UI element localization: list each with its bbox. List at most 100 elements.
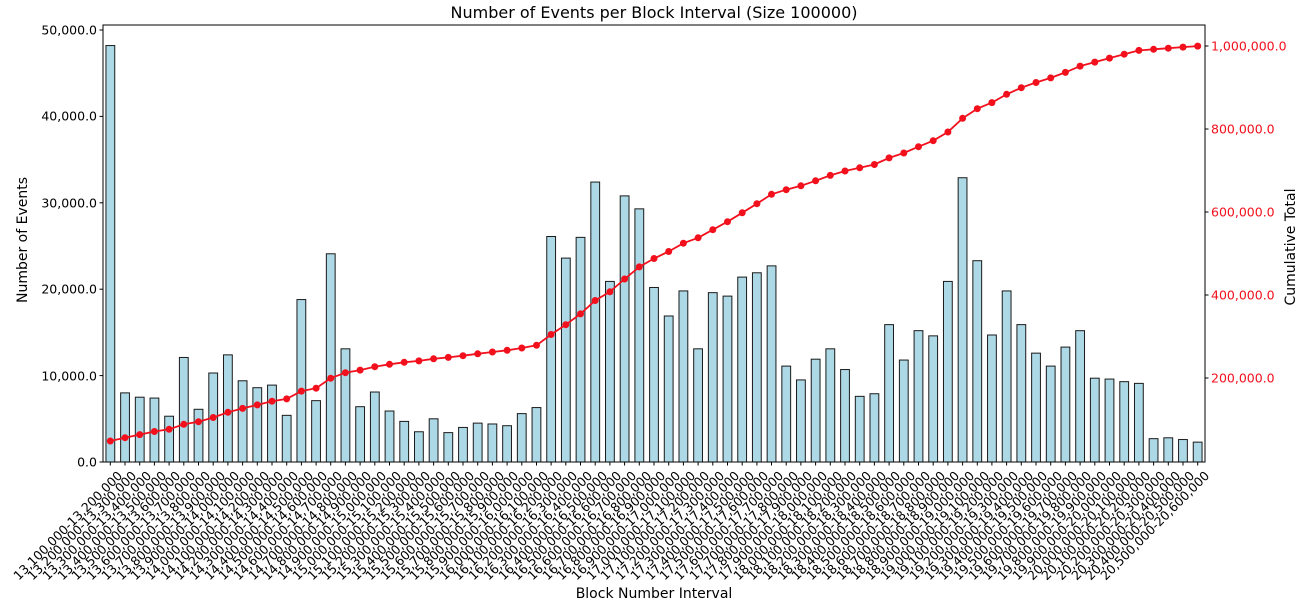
line-marker [106,437,114,445]
y-tick-label-left: 0.0 [77,454,97,470]
bar [193,408,204,463]
line-marker [768,190,775,198]
line-marker [1061,68,1069,76]
line-marker [841,167,849,175]
bar [751,272,762,463]
bar [311,400,321,463]
line-marker [474,350,482,358]
bar [854,395,865,463]
bar [678,290,689,463]
bar [546,236,557,463]
bar [605,280,615,463]
line-marker [973,105,981,113]
bar [884,324,894,463]
bar [634,208,645,463]
y-tick-label-right: 200,000.0 [1211,370,1275,386]
line-marker [1003,90,1011,98]
bar [1178,439,1188,463]
line-marker [239,404,247,412]
line-marker [253,401,261,409]
y-tick-label-left: 10,000.0 [41,368,97,384]
line-marker [195,418,202,426]
line-marker [430,355,438,363]
bar [663,315,674,463]
bar [796,379,806,463]
line-marker [400,358,408,366]
bar [1192,441,1203,463]
bar [531,407,542,463]
bar [560,257,571,463]
line-marker [224,408,232,416]
line-marker [621,275,629,283]
line-marker [1194,42,1202,50]
y-tick-label-right: 800,000.0 [1211,121,1275,137]
bar [722,295,733,463]
bar [443,432,454,463]
line-marker [547,331,555,338]
bar [810,358,821,463]
bar [1148,438,1159,463]
line-marker [959,114,967,122]
bar [105,45,116,463]
bar [1104,378,1115,463]
line-marker [738,209,746,217]
bar [737,276,748,463]
bar [766,265,777,463]
bar [502,425,512,463]
line-marker [606,288,614,296]
line-marker [136,431,144,439]
line-marker [297,387,305,395]
bar [1133,382,1144,463]
line-marker [1106,54,1113,62]
bar [957,177,968,463]
bar [972,260,983,463]
line-marker [415,357,423,365]
line-marker [591,297,599,304]
y-tick-label-right: 400,000.0 [1211,287,1275,303]
line-marker [1047,74,1055,82]
line-marker [371,363,379,371]
bar [825,348,836,463]
bar [649,286,659,463]
bar [267,384,277,463]
line-marker [1076,62,1084,70]
y-tick-label-left: 40,000.0 [41,108,97,124]
line-marker [988,99,996,107]
line-marker [944,128,952,136]
line-marker [283,395,291,403]
line-marker [459,352,467,360]
bar [928,335,939,463]
line-marker [665,248,673,255]
bar [487,423,498,463]
line-marker [1164,44,1172,52]
bar [428,418,439,463]
bar [1089,377,1100,463]
line-marker [577,310,584,318]
line-marker [870,161,878,168]
bar [1016,324,1027,463]
bar [1060,346,1071,463]
bar [693,348,703,463]
x-axis-label: Block Number Interval [575,586,733,602]
bar [516,413,527,463]
bar [340,348,351,463]
line-marker [268,397,276,405]
y-tick-label-left: 20,000.0 [41,281,97,297]
bar [472,422,483,463]
line-marker [562,321,570,329]
bar [840,369,850,463]
line-marker [694,234,702,242]
bar [913,330,924,463]
line-marker [1032,79,1040,86]
bar [1031,352,1041,463]
bar [898,359,909,463]
bar [1119,381,1130,463]
line-marker [782,186,790,194]
bar [942,280,953,463]
line-marker [150,428,158,435]
bar [237,380,248,463]
bar [178,356,189,463]
line-marker [312,384,320,392]
bar [987,334,997,463]
